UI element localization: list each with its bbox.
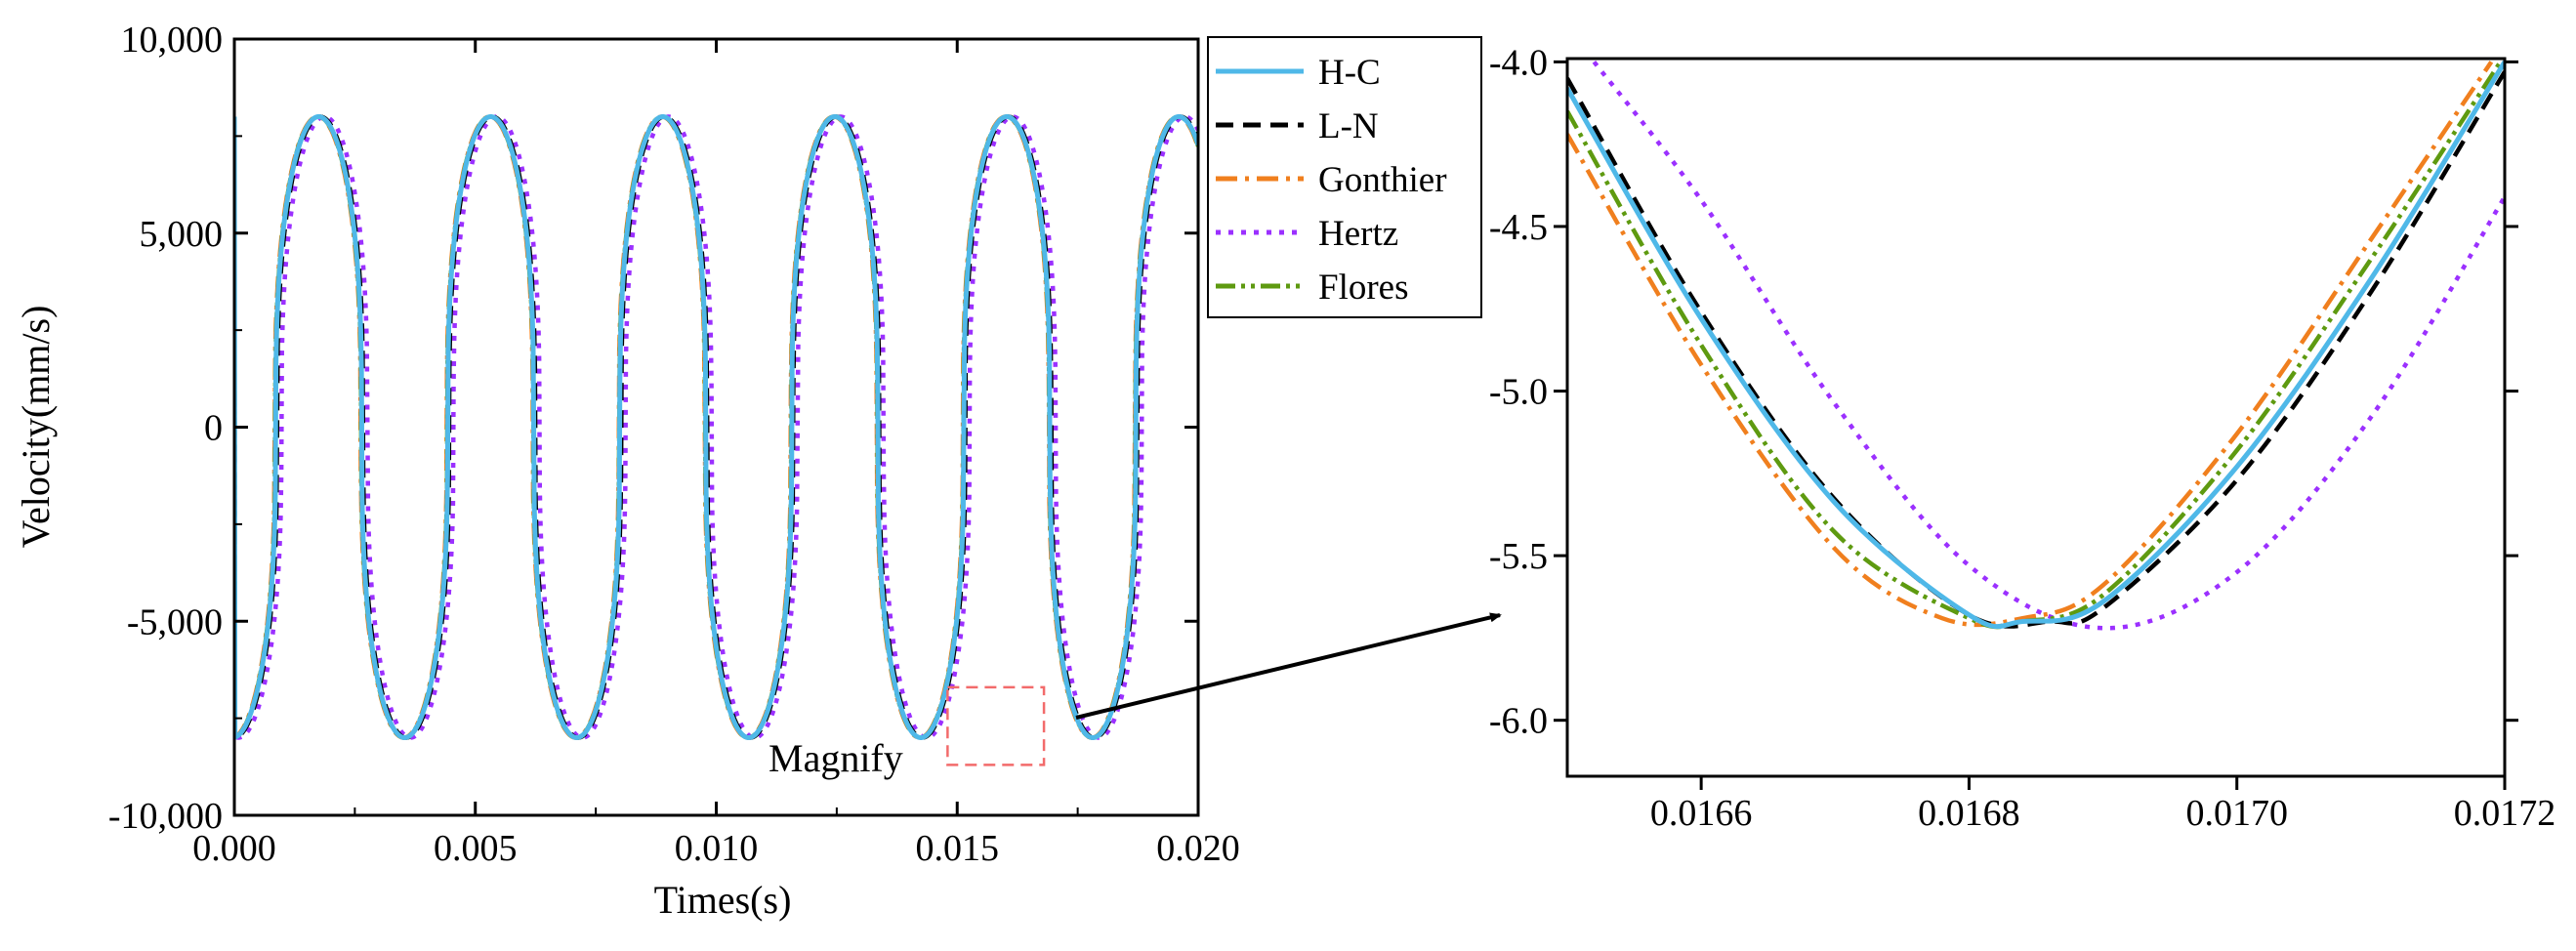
legend-label-l-n: L-N: [1318, 106, 1379, 146]
magnify-label: Magnify: [769, 736, 903, 780]
zoom-plot-panel: 0.0166 0.0168 0.0170 0.0172 -4.0 -4.5 -5.0 -5.5…: [1489, 42, 2555, 834]
main-series-line-h-c: [234, 114, 1198, 740]
main-ytick-label: -5,000: [127, 601, 223, 642]
legend-label-h-c: H-C: [1318, 53, 1381, 93]
zoom-series-line-l-n: [1567, 70, 2505, 629]
main-xtick-label: 0.005: [434, 828, 518, 869]
zoom-ytick-label: -6.0: [1489, 701, 1548, 742]
legend-frame: [1207, 36, 1482, 318]
legend-label-hertz: Hertz: [1318, 214, 1398, 254]
main-ytick-label: 10,000: [121, 20, 224, 61]
zoom-series-line-h-c: [1567, 61, 2505, 630]
zoom-ytick-label: -4.0: [1489, 42, 1548, 83]
main-plot-panel: 0.000 0.005 0.010 0.015 0.020 10,000 5,000 0 -5,…: [14, 20, 1240, 922]
zoom-ytick-label: -5.0: [1489, 372, 1548, 413]
main-ytick-label: -10,000: [108, 796, 223, 837]
legend-label-flores: Flores: [1318, 268, 1409, 308]
main-xtick-label: 0.000: [192, 828, 276, 869]
zoom-series-line-flores: [1567, 59, 2505, 630]
main-xtick-label: 0.020: [1156, 828, 1240, 869]
zoom-xtick-label: 0.0168: [1918, 793, 2020, 834]
main-xtick-label: 0.015: [916, 828, 1000, 869]
magnify-region-box: [946, 685, 1046, 766]
main-ytick-label: 0: [204, 408, 223, 449]
zoom-plot-frame: [1565, 57, 2507, 778]
zoom-xtick-label: 0.0170: [2185, 793, 2288, 834]
legend: H-C L-N Gonthier Hertz Flores: [1207, 36, 1482, 318]
zoom-ytick-label: -5.5: [1489, 536, 1548, 577]
main-xaxis-title: Times(s): [654, 878, 792, 922]
zoom-xtick-label: 0.0166: [1650, 793, 1753, 834]
zoom-series-line-gonthier: [1567, 61, 2494, 628]
main-series-line-hertz: [234, 114, 1198, 740]
main-ytick-label: 5,000: [140, 214, 224, 255]
zoom-series-line-hertz: [1592, 60, 2505, 631]
magnify-arrow: [1075, 612, 1502, 720]
zoom-ytick-label: -4.5: [1489, 207, 1548, 248]
zoom-xtick-label: 0.0172: [2454, 793, 2556, 834]
main-xtick-label: 0.010: [675, 828, 759, 869]
main-yaxis-title: Velocity(mm/s): [14, 306, 58, 549]
legend-label-gonthier: Gonthier: [1318, 160, 1447, 200]
